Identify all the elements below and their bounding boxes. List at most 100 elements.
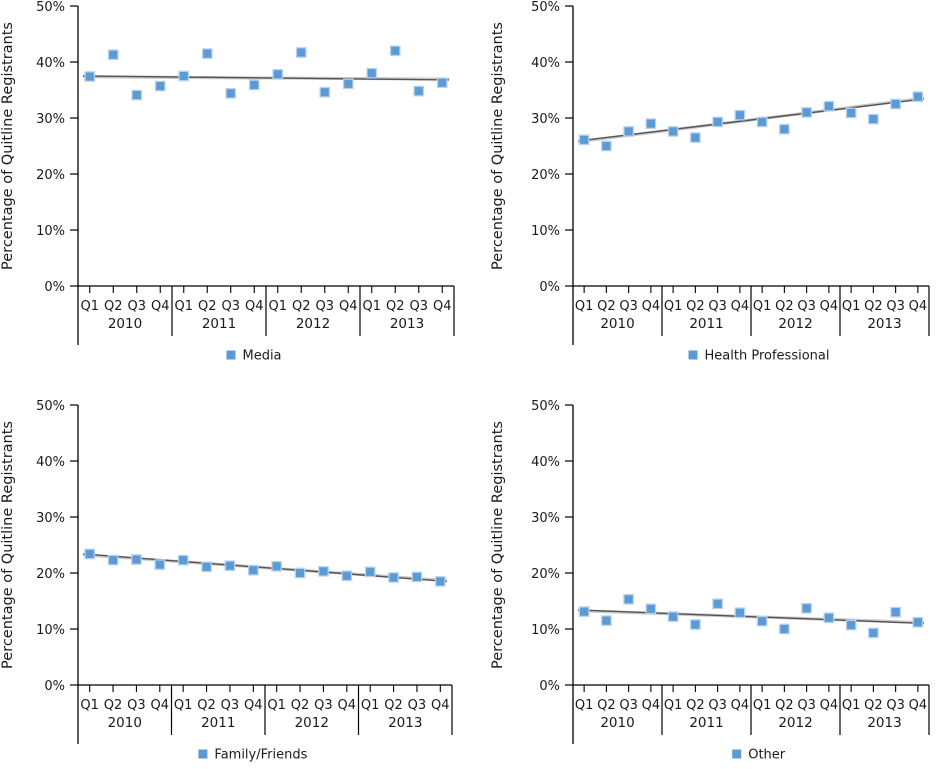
data-point-marker (890, 98, 901, 110)
y-tick-label: 20% (531, 567, 560, 582)
year-label: 2013 (388, 715, 422, 731)
quarter-label: Q1 (174, 299, 193, 314)
data-point-marker (434, 576, 446, 587)
year-label: 2011 (201, 715, 235, 731)
quarter-label: Q4 (339, 299, 358, 314)
data-point-marker (366, 67, 378, 79)
chart-family-friends: 0% 10% 20% 30% 40% 50% Q1 Q2 Q3 Q4 Q1 Q2 Q3 Q4 Q1 Q2 Q3 Q… (0, 399, 453, 763)
quarter-label: Q3 (886, 698, 905, 713)
data-point-marker (667, 611, 679, 623)
data-point-marker (734, 607, 746, 619)
quarter-label: Q3 (619, 698, 638, 713)
y-tick-label: 30% (36, 511, 65, 526)
quarter-label: Q4 (151, 698, 170, 713)
quarter-label: Q4 (642, 698, 661, 713)
data-point-marker (578, 134, 590, 146)
y-axis-title: Percentage of Quitline Registrants (490, 22, 506, 270)
data-point-marker (178, 70, 190, 82)
quarter-label: Q4 (909, 698, 928, 713)
quarter-label: Q1 (842, 698, 861, 713)
year-label: 2010 (108, 316, 142, 332)
quarter-label: Q1 (575, 299, 594, 314)
year-label: 2013 (390, 316, 424, 332)
data-point-marker (154, 559, 166, 570)
data-point-marker (271, 560, 283, 572)
trendline (577, 98, 925, 142)
y-tick-label: 50% (531, 399, 560, 414)
data-point-marker (342, 78, 354, 90)
data-point-marker (364, 566, 376, 578)
quarter-label: Q2 (597, 299, 616, 314)
chart-other: 0%10%20%30%40%50%Q1 Q2 Q3 Q4 Q1 Q2 Q3 Q4 Q1 Q2 Q3 Q… (490, 399, 930, 763)
quarter-label: Q3 (127, 299, 146, 314)
trendline (577, 609, 925, 625)
y-tick-label: 0% (539, 679, 560, 694)
quarter-label: Q3 (797, 698, 816, 713)
data-point-marker (756, 615, 768, 627)
year-label: 2012 (778, 715, 812, 731)
quarter-label: Q3 (314, 698, 333, 713)
trendline (82, 75, 450, 81)
y-tick-label: 40% (36, 455, 65, 470)
quarter-label: Q1 (664, 299, 683, 314)
data-point-marker (690, 619, 701, 630)
quarter-label: Q2 (686, 698, 705, 713)
data-point-marker (712, 598, 723, 610)
quarter-label: Q4 (731, 698, 750, 713)
quarter-label: Q3 (221, 698, 240, 713)
data-point-marker (801, 602, 812, 614)
quarter-label: Q4 (244, 698, 263, 713)
data-point-marker (389, 45, 401, 57)
y-tick-label: 20% (36, 168, 65, 183)
quarter-label: Q4 (731, 299, 750, 314)
data-point-marker (667, 126, 679, 137)
quarter-label: Q2 (292, 299, 311, 314)
quarter-label: Q1 (575, 698, 594, 713)
quarter-label: Q4 (642, 299, 661, 314)
quarter-label: Q3 (221, 299, 240, 314)
quarter-label: Q4 (151, 299, 170, 314)
data-point-marker (201, 561, 212, 573)
quarter-label: Q1 (80, 299, 99, 314)
legend-label: Health Professional (705, 349, 830, 364)
data-point-marker (845, 107, 857, 119)
year-label: 2012 (295, 715, 329, 731)
year-label: 2013 (867, 715, 901, 731)
quarter-label: Q4 (820, 698, 839, 713)
quarter-label: Q3 (797, 299, 816, 314)
data-point-marker (623, 126, 634, 137)
year-label: 2013 (867, 316, 901, 332)
quarter-label: Q1 (361, 698, 380, 713)
data-point-marker (436, 77, 448, 89)
data-point-marker (756, 116, 768, 128)
data-point-marker (868, 627, 879, 639)
quarter-label: Q1 (753, 299, 772, 314)
quarter-label: Q2 (291, 698, 310, 713)
year-label: 2011 (689, 715, 723, 731)
y-tick-label: 10% (36, 623, 65, 638)
year-label: 2012 (296, 316, 330, 332)
quarter-label: Q3 (315, 299, 334, 314)
y-tick-label: 10% (531, 623, 560, 638)
quarter-label: Q4 (245, 299, 264, 314)
year-label: 2010 (600, 715, 634, 731)
legend-marker-swatch (198, 749, 208, 759)
data-point-marker (801, 107, 812, 118)
data-point-marker (779, 123, 790, 135)
data-point-marker (318, 565, 329, 577)
legend: Health Professional (688, 349, 830, 364)
year-label: 2010 (600, 316, 634, 332)
y-tick-label: 10% (531, 224, 560, 239)
legend-label: Family/Friends (214, 748, 307, 763)
y-axis-title: Percentage of Quitline Registrants (0, 421, 16, 669)
data-point-marker (623, 593, 634, 605)
data-point-marker (295, 47, 307, 58)
quarter-label: Q1 (362, 299, 381, 314)
data-point-marker (413, 85, 425, 97)
data-point-marker (388, 572, 399, 583)
quarter-label: Q1 (753, 698, 772, 713)
y-tick-label: 50% (36, 399, 65, 414)
data-point-marker (645, 118, 657, 129)
y-axis-title: Percentage of Quitline Registrants (0, 22, 16, 270)
data-point-marker (341, 570, 353, 582)
